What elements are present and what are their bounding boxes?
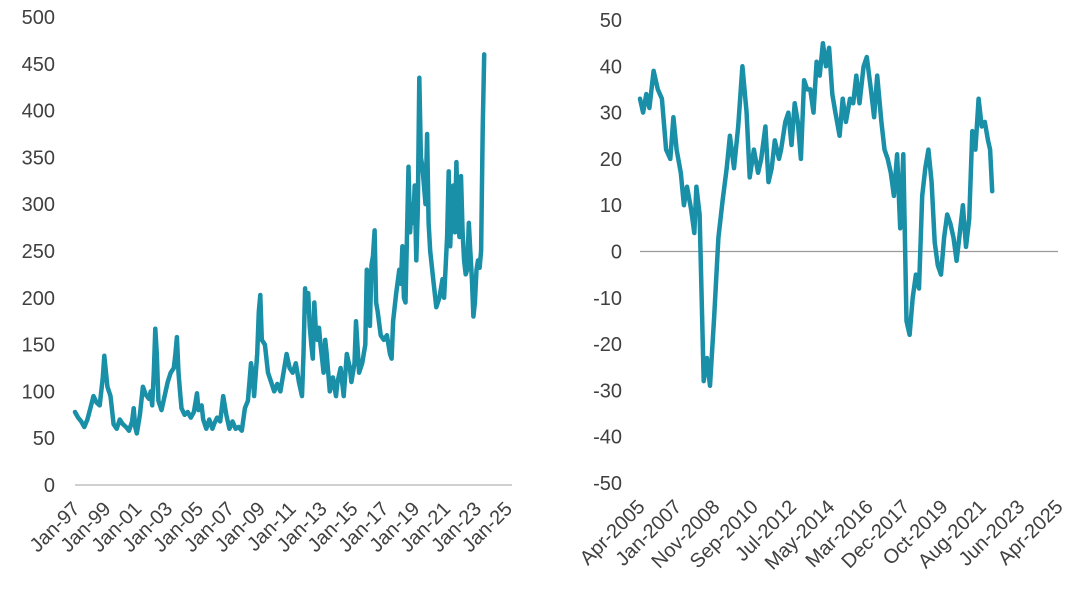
left-line-chart: 050100150200250300350400450500Jan-97Jan-… <box>22 7 517 557</box>
y-tick-label: 0 <box>44 475 55 497</box>
y-tick-label: 150 <box>22 335 55 357</box>
y-tick-label: 10 <box>600 195 622 217</box>
right-line-chart: -50-40-30-20-1001020304050Apr-2005Jan-20… <box>576 10 1068 574</box>
y-tick-label: 200 <box>22 288 55 310</box>
y-tick-label: -10 <box>593 288 622 310</box>
y-tick-label: 50 <box>33 428 55 450</box>
series-line <box>637 40 995 389</box>
y-tick-label: 30 <box>600 103 622 125</box>
y-tick-label: -50 <box>593 473 622 495</box>
series-line <box>72 52 487 436</box>
y-tick-label: 450 <box>22 54 55 76</box>
y-tick-label: -20 <box>593 334 622 356</box>
y-tick-label: 300 <box>22 194 55 216</box>
y-tick-label: 350 <box>22 147 55 169</box>
y-tick-label: -40 <box>593 427 622 449</box>
y-tick-label: 100 <box>22 381 55 403</box>
y-tick-label: -30 <box>593 380 622 402</box>
y-tick-label: 500 <box>22 7 55 29</box>
y-tick-label: 400 <box>22 101 55 123</box>
y-tick-label: 50 <box>600 10 622 32</box>
y-tick-label: 250 <box>22 241 55 263</box>
y-tick-label: 40 <box>600 56 622 78</box>
y-tick-label: 20 <box>600 149 622 171</box>
y-tick-label: 0 <box>611 242 622 264</box>
